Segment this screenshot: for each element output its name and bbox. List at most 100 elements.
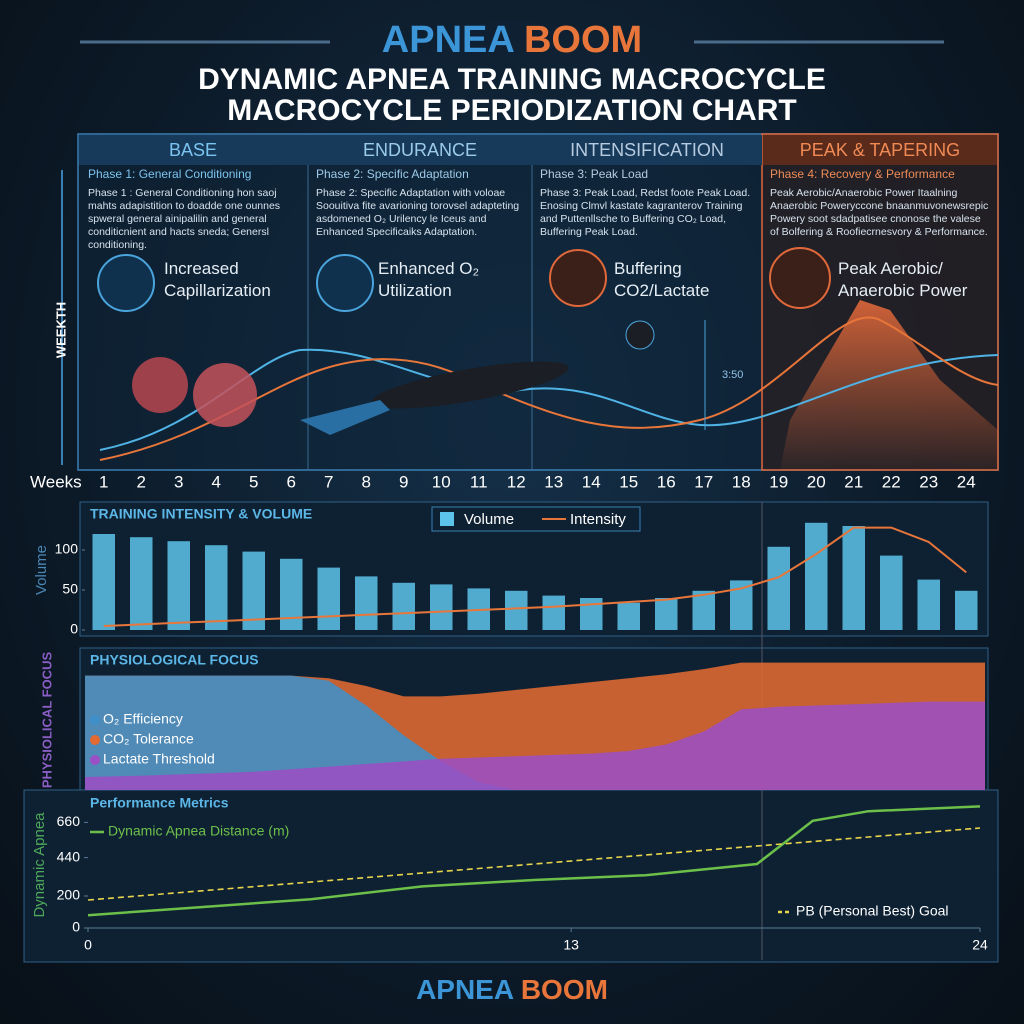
x-tick-label: 16 [657, 472, 676, 491]
x-tick-label: 2 [137, 472, 146, 491]
phase-heading: Phase 1: General Conditioning [88, 167, 252, 181]
legend-label: Volume [464, 511, 514, 528]
legend-label: CO₂ Tolerance [103, 731, 194, 747]
x-tick-label: 24 [957, 472, 976, 491]
diver-art [371, 361, 569, 409]
x-tick-label: 24 [972, 937, 988, 953]
title: DYNAMIC APNEA TRAINING MACROCYCLE [198, 63, 826, 96]
performance-line [87, 827, 981, 901]
phase-description: Phase 2: Specific Adaptation with voloae… [316, 187, 520, 238]
phase-text: Phase 4: Recovery & Performance Peak Aero… [770, 168, 990, 239]
phase-text: Phase 3: Peak Load Phase 3: Peak Load, Re… [540, 168, 754, 239]
phase-name: INTENSIFICATION [570, 140, 724, 160]
footer-brand: APNEA BOOM [416, 974, 608, 1005]
phase-header [763, 135, 997, 165]
timeline-label: WEEKTH [53, 302, 68, 358]
panel [23, 789, 999, 963]
art-wave [99, 316, 999, 461]
bar [242, 551, 265, 630]
performance-line [87, 805, 981, 917]
bar [805, 522, 828, 630]
bar [542, 595, 565, 630]
bar [955, 590, 978, 630]
brand-left: APNEA [416, 974, 514, 1005]
y-tick-label: 100 [55, 541, 79, 557]
phase-feature: Enhanced O₂ Utilization [378, 259, 480, 300]
x-tick-label: 15 [619, 472, 638, 491]
bar [130, 537, 153, 630]
bar [280, 558, 303, 630]
phase-heading: Phase 2: Specific Adaptation [316, 167, 469, 181]
phase-heading: Phase 3: Peak Load [540, 167, 649, 181]
x-tick-label: 10 [432, 472, 451, 491]
legend-swatch [90, 715, 100, 725]
x-tick-label: 19 [769, 472, 788, 491]
brain-icon [549, 249, 607, 307]
brand-left: APNEA [382, 19, 515, 61]
intensity-line [103, 526, 967, 627]
y-tick-label: 440 [57, 848, 81, 864]
phase-feature: Peak Aerobic/ Anaerobic Power [838, 259, 968, 300]
phase-header [79, 135, 762, 165]
focus-area [85, 675, 985, 790]
x-tick-label: 23 [919, 472, 938, 491]
legend-label: Dynamic Apnea Distance (m) [108, 823, 289, 839]
phase-description: Phase 3: Peak Load, Redst foote Peak Loa… [540, 187, 751, 238]
x-tick-label: 3 [174, 472, 183, 491]
alveoli-art [132, 357, 188, 413]
bar [917, 579, 940, 630]
art-label: 3:50 [722, 369, 743, 381]
chart-title: TRAINING INTENSITY & VOLUME [90, 506, 312, 522]
x-tick-label: 22 [882, 472, 901, 491]
x-tick-label: 9 [399, 472, 408, 491]
legend-swatch [440, 512, 454, 526]
fin-art [300, 400, 390, 435]
x-tick-label: 8 [362, 472, 371, 491]
legend-label: Intensity [570, 511, 626, 528]
brand-right: BOOM [524, 19, 642, 61]
x-tick-label: 17 [694, 472, 713, 491]
phase-feature: Increased Capillarization [164, 259, 271, 300]
brand: APNEA BOOM [382, 19, 642, 61]
legend-label: O₂ Efficiency [103, 711, 183, 727]
peak-art [780, 300, 998, 470]
x-tick-label: 1 [99, 472, 108, 491]
bar [92, 534, 115, 630]
x-tick-label: 20 [807, 472, 826, 491]
y-tick-label: 200 [57, 887, 81, 903]
phase-text: Phase 2: Specific Adaptation Phase 2: Spe… [316, 168, 526, 239]
diver-art [625, 320, 655, 350]
bar [505, 590, 528, 630]
brand-right: BOOM [521, 974, 608, 1005]
x-tick-label: 5 [249, 472, 258, 491]
bar [580, 598, 603, 630]
phase-description: Peak Aerobic/Anaerobic Power Itaalning A… [770, 187, 989, 238]
legend-label: Lactate Threshold [103, 751, 215, 767]
y-tick-label: 0 [72, 919, 80, 935]
y-axis-label: PHYSIOLICAL FOCUS [39, 652, 54, 789]
phase-name: BASE [169, 140, 217, 160]
phase-description: Phase 1 : General Conditioning hon saoj … [88, 187, 281, 251]
phase-name: ENDURANCE [363, 140, 477, 160]
bar [355, 576, 378, 630]
title: MACROCYCLE PERIODIZATION CHART [227, 94, 796, 127]
x-tick-label: 4 [212, 472, 221, 491]
phase-feature: Buffering CO2/Lactate [614, 259, 710, 300]
y-tick-label: 0 [70, 621, 78, 637]
bar [692, 590, 715, 630]
y-tick-label: 660 [57, 813, 81, 829]
bar [205, 545, 228, 630]
x-tick-label: 12 [507, 472, 526, 491]
y-axis-label: Dynamic Apnea [31, 812, 48, 918]
bar [842, 526, 865, 630]
bar [880, 555, 903, 630]
focus-area [85, 701, 985, 790]
bar [392, 582, 415, 630]
x-tick-label: 11 [470, 472, 488, 491]
chart-title: PHYSIOLOGICAL FOCUS [90, 652, 259, 668]
legend-swatch [90, 735, 100, 745]
x-tick-label: 18 [732, 472, 751, 491]
x-tick-label: 14 [582, 472, 601, 491]
